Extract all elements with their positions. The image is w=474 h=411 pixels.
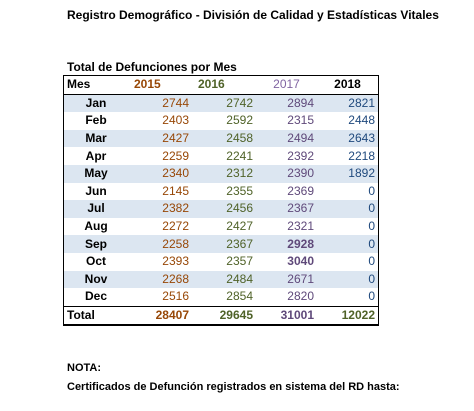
table-row: Oct 2393 2357 3040 0 xyxy=(63,252,379,271)
value-2015: 2340 xyxy=(128,164,192,183)
value-2015: 2516 xyxy=(162,289,189,304)
month-cell: Feb xyxy=(63,112,128,130)
header-mes: Mes xyxy=(63,75,128,95)
value-2018: 2821 xyxy=(317,94,379,113)
value-2018: 0 xyxy=(317,252,379,271)
month-cell: Aug xyxy=(63,217,128,236)
table-row: Sep 2258 2367 2928 0 xyxy=(63,235,379,253)
table-title: Total de Defunciones por Mes xyxy=(67,60,237,74)
table-row: Feb 2403 2592 2315 2448 xyxy=(63,112,379,130)
value-2016: 2854 xyxy=(226,289,253,304)
header-2017: 2017 xyxy=(256,75,317,95)
table-row: Nov 2268 2484 2671 0 xyxy=(63,270,379,289)
value-2017: 2321 xyxy=(287,219,314,234)
table-row: Dec 2516 2854 2820 0 xyxy=(63,288,379,307)
value-2015: 2145 xyxy=(162,183,189,198)
value-2016: 2456 xyxy=(192,200,256,218)
value-2015: 2393 xyxy=(162,254,189,269)
value-2018: 1892 xyxy=(317,164,379,183)
month-cell: Jul xyxy=(63,200,128,218)
value-2017: 2671 xyxy=(256,270,317,289)
total-2016: 29645 xyxy=(192,305,256,327)
value-2017: 2820 xyxy=(287,289,314,304)
value-2018: 0 xyxy=(317,235,379,253)
value-2016: 2427 xyxy=(226,219,253,234)
table-row: May 2340 2312 2390 1892 xyxy=(63,164,379,183)
value-2016: 2592 xyxy=(226,113,253,128)
total-2017: 31001 xyxy=(256,305,317,327)
value-2018: 0 xyxy=(317,200,379,218)
table-row: Jul 2382 2456 2367 0 xyxy=(63,200,379,218)
page-title: Registro Demográfico - División de Calid… xyxy=(67,8,439,22)
value-2015: 2744 xyxy=(128,94,192,113)
value-2016: 2355 xyxy=(226,183,253,198)
month-cell: Apr xyxy=(63,147,128,165)
header-2016: 2016 xyxy=(192,75,256,95)
month-cell: Dec xyxy=(63,288,128,307)
value-2017: 2390 xyxy=(256,164,317,183)
month-cell: Oct xyxy=(63,252,128,271)
value-2015: 2403 xyxy=(162,113,189,128)
value-2018: 2643 xyxy=(317,129,379,148)
month-cell: Mar xyxy=(63,129,128,148)
value-2015: 2272 xyxy=(162,219,189,234)
month-cell: Sep xyxy=(63,235,128,253)
value-2018: 0 xyxy=(317,182,379,201)
value-2016: 2484 xyxy=(192,270,256,289)
value-2016: 2241 xyxy=(226,148,253,163)
table-row: Jun 2145 2355 2369 0 xyxy=(63,182,379,201)
header-row: Mes 2015 2016 2017 2018 xyxy=(63,75,379,95)
value-2015: 2268 xyxy=(128,270,192,289)
value-2016: 2357 xyxy=(226,254,253,269)
value-2016: 2312 xyxy=(192,164,256,183)
table-row: Apr 2259 2241 2392 2218 xyxy=(63,147,379,165)
value-2017: 2367 xyxy=(256,200,317,218)
value-2017: 2894 xyxy=(256,94,317,113)
table-row: Aug 2272 2427 2321 0 xyxy=(63,217,379,236)
total-2018: 12022 xyxy=(317,305,379,327)
value-2015: 2258 xyxy=(128,235,192,253)
value-2016: 2367 xyxy=(192,235,256,253)
total-label: Total xyxy=(63,305,128,327)
value-2018: 2448 xyxy=(317,112,379,130)
total-2015: 28407 xyxy=(128,305,192,327)
table-row: Jan 2744 2742 2894 2821 xyxy=(63,94,379,113)
value-2017: 2928 xyxy=(256,235,317,253)
value-2018: 2218 xyxy=(317,147,379,165)
value-2017: 3040 xyxy=(287,254,314,269)
note-label: NOTA: xyxy=(67,362,102,374)
value-2018: 0 xyxy=(317,288,379,307)
value-2016: 2458 xyxy=(192,129,256,148)
value-2017: 2494 xyxy=(256,129,317,148)
note-text: Certificados de Defunción registrados en… xyxy=(67,381,400,393)
table-row: Mar 2427 2458 2494 2643 xyxy=(63,129,379,148)
deaths-table: Mes 2015 2016 2017 2018 Jan 2744 2742 2894 2… xyxy=(63,75,379,327)
header-2015: 2015 xyxy=(128,75,192,95)
month-cell: Jun xyxy=(63,182,128,201)
value-2017: 2392 xyxy=(287,148,314,163)
value-2015: 2427 xyxy=(128,129,192,148)
month-cell: Nov xyxy=(63,270,128,289)
value-2018: 0 xyxy=(317,217,379,236)
month-cell: May xyxy=(63,164,128,183)
value-2016: 2742 xyxy=(192,94,256,113)
value-2017: 2315 xyxy=(287,113,314,128)
month-cell: Jan xyxy=(63,94,128,113)
header-2018: 2018 xyxy=(317,75,379,95)
total-row: Total 28407 29645 31001 12022 xyxy=(63,305,379,327)
value-2017: 2369 xyxy=(287,183,314,198)
value-2015: 2259 xyxy=(162,148,189,163)
value-2015: 2382 xyxy=(128,200,192,218)
value-2018: 0 xyxy=(317,270,379,289)
